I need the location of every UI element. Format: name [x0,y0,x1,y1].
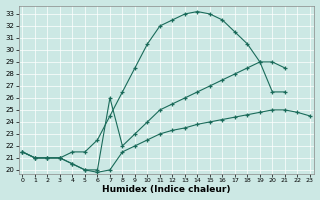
X-axis label: Humidex (Indice chaleur): Humidex (Indice chaleur) [102,185,230,194]
